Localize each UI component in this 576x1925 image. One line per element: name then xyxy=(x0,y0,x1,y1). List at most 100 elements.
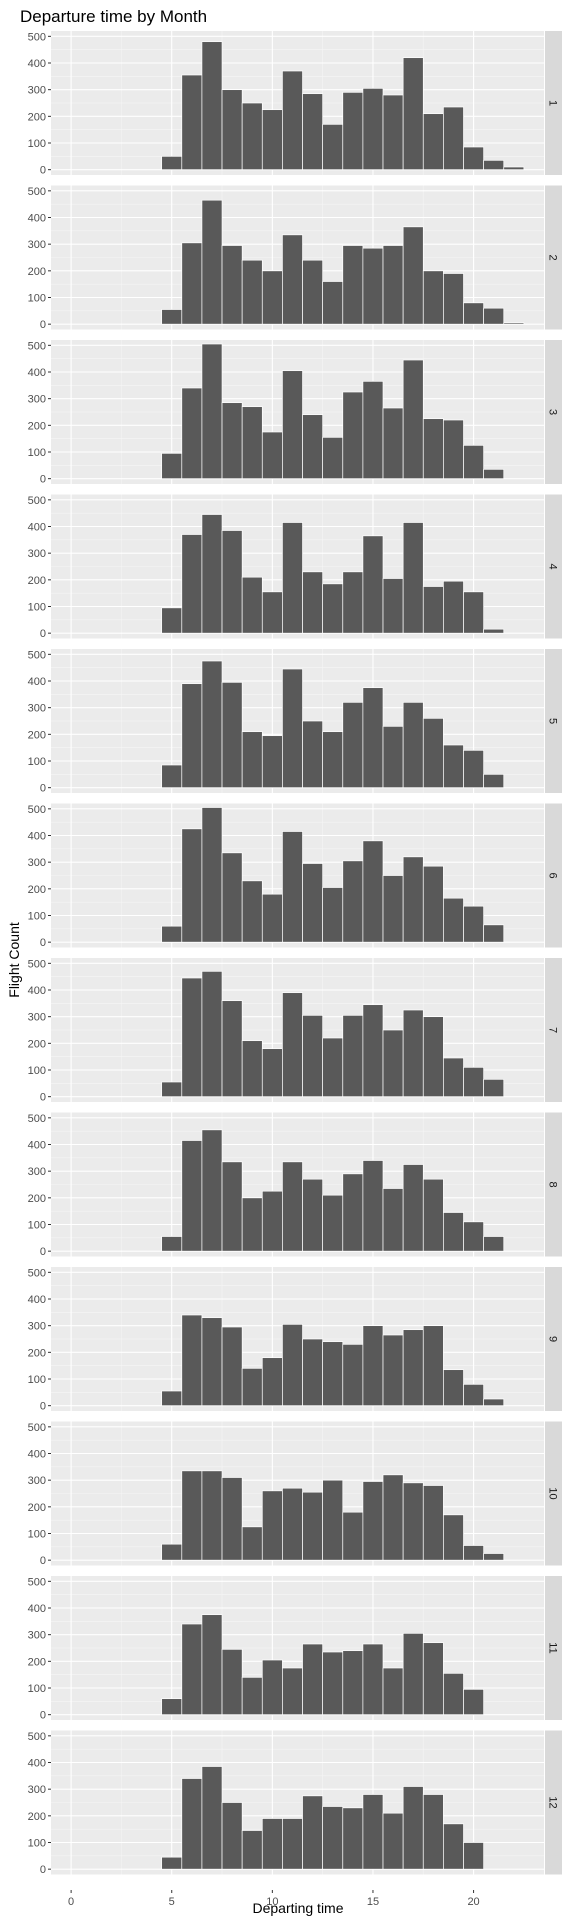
histogram-bar xyxy=(282,992,303,1098)
histogram-bar xyxy=(402,522,424,634)
histogram-bar xyxy=(181,242,203,325)
histogram-bar xyxy=(443,580,464,634)
histogram-bar xyxy=(302,1491,324,1561)
y-tick-label: 0 xyxy=(40,1092,46,1104)
y-tick-label: 100 xyxy=(28,911,46,923)
facet-panel-5: 0 100 200 300 400 500 5 xyxy=(28,649,562,795)
histogram-bar xyxy=(241,406,263,480)
histogram-bar xyxy=(342,860,364,943)
histogram-bar xyxy=(221,1802,243,1870)
histogram-bar xyxy=(322,731,344,789)
y-tick-label: 0 xyxy=(40,1864,46,1876)
facet-panel-3: 0 100 200 300 400 500 3 xyxy=(28,340,562,486)
histogram-bar xyxy=(483,1236,505,1252)
histogram-bar xyxy=(181,1470,203,1561)
histogram-bar xyxy=(201,199,223,325)
histogram-bar xyxy=(443,1672,464,1716)
histogram-bar xyxy=(161,1390,183,1407)
histogram-bar xyxy=(382,1812,404,1870)
histogram-bar xyxy=(261,109,283,171)
y-tick-label: 300 xyxy=(28,394,46,406)
histogram-bar xyxy=(362,380,384,480)
histogram-bar xyxy=(201,807,223,943)
y-tick-label: 500 xyxy=(28,958,46,970)
histogram-bar xyxy=(181,683,203,789)
facet-panel-8: 0 100 200 300 400 500 8 xyxy=(28,1112,562,1258)
histogram-bar xyxy=(443,1212,464,1252)
histogram-bar xyxy=(241,1367,263,1407)
histogram-bar xyxy=(181,828,203,943)
histogram-bar xyxy=(402,701,424,789)
y-tick-label: 0 xyxy=(40,319,46,331)
histogram-bar xyxy=(362,1325,384,1407)
facet-panel-2: 0 100 200 300 400 500 2 xyxy=(28,185,562,331)
histogram-bar xyxy=(443,1823,464,1870)
y-tick-label: 100 xyxy=(28,1683,46,1695)
y-tick-label: 400 xyxy=(28,676,46,688)
y-tick-label: 200 xyxy=(28,1038,46,1050)
histogram-bar xyxy=(483,1398,505,1407)
histogram-bar xyxy=(201,343,223,480)
histogram-bar xyxy=(322,1806,344,1870)
histogram-bar xyxy=(463,1221,484,1252)
histogram-bar xyxy=(342,1173,364,1252)
histogram-bar xyxy=(282,370,303,480)
histogram-bar xyxy=(322,1479,344,1561)
histogram-bar xyxy=(382,1474,404,1561)
histogram-bar xyxy=(221,1326,243,1407)
histogram-bar xyxy=(322,123,344,171)
histogram-bar xyxy=(181,1778,203,1870)
histogram-bar xyxy=(261,1048,283,1098)
histogram-bar xyxy=(282,234,303,325)
x-tick-label: 0 xyxy=(68,1896,74,1908)
histogram-bar xyxy=(221,245,243,325)
histogram-bar xyxy=(463,905,484,943)
y-tick-label: 200 xyxy=(28,266,46,278)
histogram-bar xyxy=(382,1334,404,1407)
histogram-bar xyxy=(221,402,243,480)
y-tick-label: 500 xyxy=(28,649,46,661)
histogram-bar xyxy=(322,436,344,480)
histogram-bar xyxy=(302,1643,324,1716)
y-tick-label: 100 xyxy=(28,1220,46,1232)
y-tick-label: 300 xyxy=(28,1012,46,1024)
histogram-bar xyxy=(201,514,223,634)
histogram-bar xyxy=(402,359,424,480)
y-tick-label: 300 xyxy=(28,1784,46,1796)
facet-panel-11: 0 100 200 300 400 500 11 xyxy=(28,1576,562,1722)
y-tick-label: 400 xyxy=(28,522,46,534)
histogram-bar xyxy=(422,586,444,634)
facet-strip xyxy=(545,494,562,639)
histogram-bar xyxy=(221,1000,243,1098)
facet-strip xyxy=(545,649,562,793)
y-tick-label: 400 xyxy=(28,831,46,843)
histogram-bar xyxy=(302,259,324,325)
facet-strip xyxy=(545,958,562,1102)
histogram-bar xyxy=(302,863,324,943)
histogram-bar xyxy=(382,875,404,943)
histogram-bar xyxy=(161,309,183,325)
y-tick-label: 300 xyxy=(28,548,46,560)
facet-strip-label: 9 xyxy=(547,1336,559,1342)
histogram-bar xyxy=(241,102,263,171)
histogram-bar xyxy=(241,731,263,789)
histogram-bar xyxy=(282,1323,303,1407)
y-tick-label: 0 xyxy=(40,783,46,795)
y-tick-label: 100 xyxy=(28,756,46,768)
y-tick-label: 0 xyxy=(40,1401,46,1413)
y-tick-label: 100 xyxy=(28,1838,46,1850)
y-tick-label: 300 xyxy=(28,703,46,715)
histogram-bar xyxy=(201,1129,223,1252)
y-tick-label: 100 xyxy=(28,447,46,459)
histogram-bar xyxy=(161,764,183,789)
histogram-bar xyxy=(483,924,505,943)
histogram-bar xyxy=(382,245,404,325)
y-tick-label: 100 xyxy=(28,1065,46,1077)
y-tick-label: 400 xyxy=(28,985,46,997)
y-tick-label: 500 xyxy=(28,1267,46,1279)
y-tick-label: 200 xyxy=(28,111,46,123)
y-tick-label: 0 xyxy=(40,165,46,177)
y-tick-label: 0 xyxy=(40,937,46,949)
y-tick-label: 200 xyxy=(28,1502,46,1514)
